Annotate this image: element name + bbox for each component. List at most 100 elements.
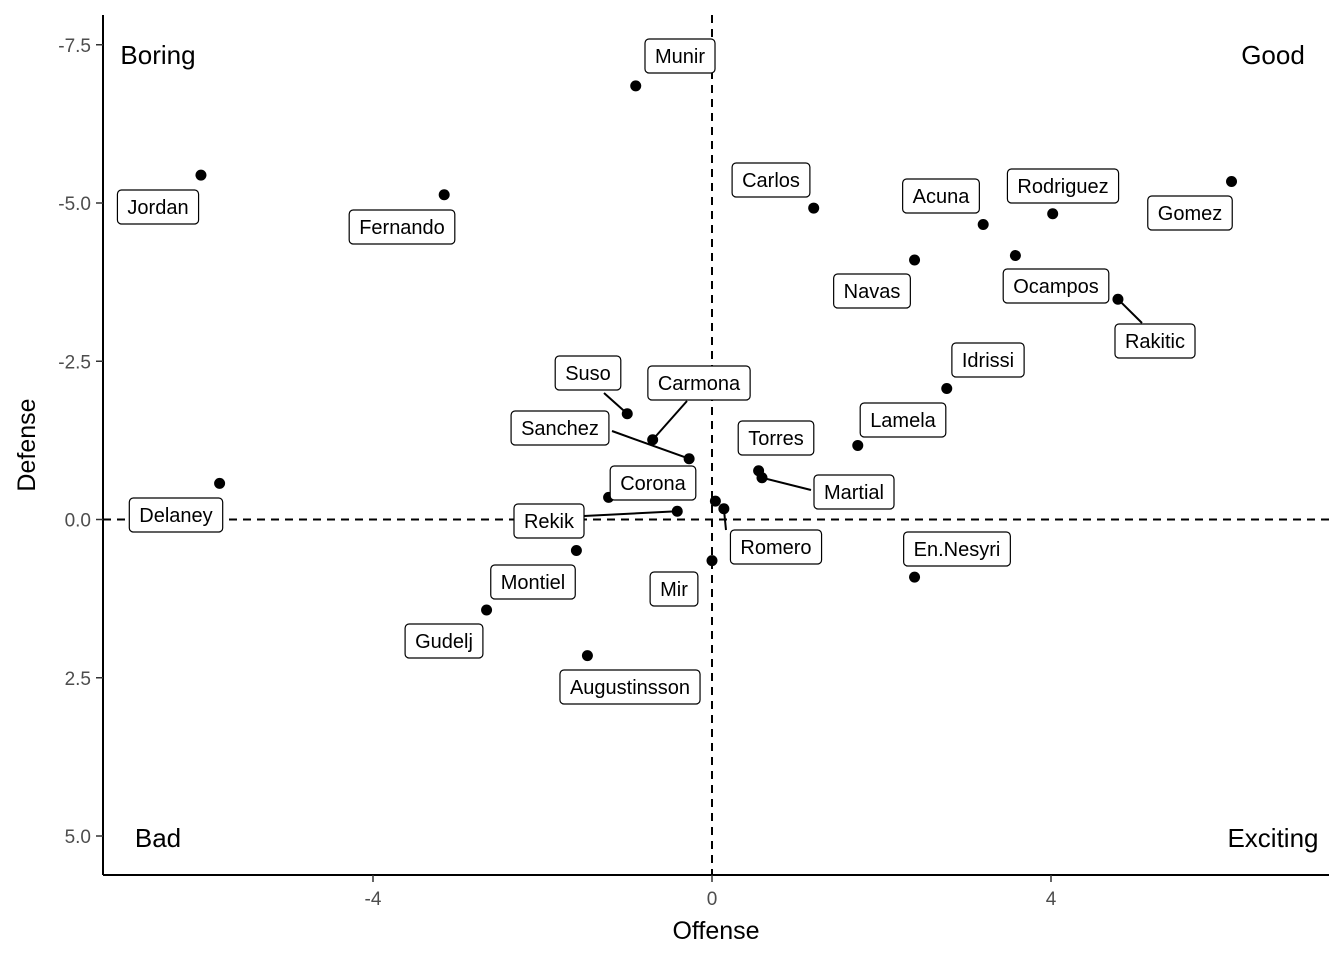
quadrant-label-bottom-right: Exciting [1227,823,1318,853]
point-label: Delaney [128,497,224,533]
point-label-box [128,497,224,533]
data-point [909,571,921,583]
point-label-box [513,503,585,539]
point-label-box [859,402,947,438]
point-label-text: Romero [740,537,811,559]
point-label: Romero [729,529,823,565]
data-point [941,382,953,394]
point-label-box [490,564,576,600]
quadrant-label-top-right: Good [1241,40,1305,70]
y-tick-label: 2.5 [65,669,91,690]
point-label-box [1006,168,1120,204]
data-point [214,477,226,489]
point-label-text: Fernando [359,217,445,239]
data-point [647,434,659,446]
quadrant-labels: Boring Good Bad Exciting [120,40,1318,853]
data-point [481,604,493,616]
data-point [438,189,450,201]
point-label-box [649,571,699,607]
point-label-box [559,669,701,705]
x-tick-label: -4 [365,889,382,910]
point-label: Rekik [513,503,585,539]
point-label-box [348,209,456,245]
point-label: Torres [737,420,815,456]
point-label-box [647,365,751,401]
point-label-text: Rekik [524,511,575,533]
point-label: Sanchez [510,410,610,446]
point-label-text: Martial [824,482,884,504]
point-label-text: Rodriguez [1017,176,1108,198]
point-label-text: Carmona [658,373,741,395]
point-label-box [609,465,697,501]
point-label-text: Idrissi [962,350,1014,372]
point-label: Navas [833,273,911,309]
point-label: Ocampos [1002,268,1110,304]
point-label-box [729,529,823,565]
point-label-box [554,355,622,391]
y-tick-label: 5.0 [65,827,91,848]
point-label-box [1114,323,1196,359]
point-label: Jordan [116,189,200,225]
point-label-text: Delaney [139,505,212,527]
point-label-box [116,189,200,225]
point-label-text: Rakitic [1125,331,1185,353]
leader-line [1117,298,1143,324]
axes: -4 0 4 -7.5 -5.0 -2.5 0.0 2.5 5.0 [58,15,1329,910]
x-axis-title: Offense [672,917,759,945]
point-labels: Munir Jordan Fernando Carlos Acuna Rodriguez G… [116,38,1233,705]
point-label: Munir [644,38,716,74]
data-point [709,495,721,507]
point-label: Montiel [490,564,576,600]
leader-line [583,510,678,517]
point-label: Gudelj [404,623,484,659]
point-label-text: Lamela [870,410,936,432]
point-label-box [731,162,811,198]
y-tick-label: -5.0 [58,194,91,215]
data-point [630,80,642,92]
data-point [977,219,989,231]
data-point [1112,293,1124,305]
point-label: Fernando [348,209,456,245]
y-tick-label: -2.5 [58,352,91,373]
data-point [671,505,683,517]
y-axis-title: Defense [13,398,41,491]
point-label-box [833,273,911,309]
data-point [195,169,207,181]
point-label: Martial [813,474,895,510]
data-point [756,472,768,484]
point-label-box [737,420,815,456]
leader-line [611,430,690,460]
point-label-text: Carlos [742,170,800,192]
data-point [581,650,593,662]
point-label-text: Corona [620,473,686,495]
point-label-text: Sanchez [521,418,599,440]
point-label-box [510,410,610,446]
x-tick-label: 4 [1046,889,1057,910]
point-label-text: Munir [655,46,705,68]
data-point [1047,208,1059,220]
point-label: Carlos [731,162,811,198]
quadrant-label-bottom-left: Bad [135,823,181,853]
y-tick-label: -7.5 [58,36,91,57]
data-point [570,545,582,557]
point-label: Mir [649,571,699,607]
data-point [718,503,730,515]
point-label: Acuna [902,178,980,214]
point-label: Suso [554,355,622,391]
point-label-text: Suso [565,363,611,385]
point-label-text: Torres [748,428,804,450]
point-label-text: Gudelj [415,631,473,653]
point-label-text: Jordan [127,197,188,219]
reference-lines [103,15,1329,875]
point-label: Augustinsson [559,669,701,705]
data-point [706,555,718,567]
point-label-box [404,623,484,659]
leader-line [761,476,812,491]
x-tick-label: 0 [707,889,718,910]
point-label-box [903,531,1011,567]
point-label: Carmona [647,365,751,401]
point-label-text: Acuna [913,186,971,208]
point-label-text: Gomez [1158,203,1222,225]
y-tick-label: 0.0 [65,511,91,532]
